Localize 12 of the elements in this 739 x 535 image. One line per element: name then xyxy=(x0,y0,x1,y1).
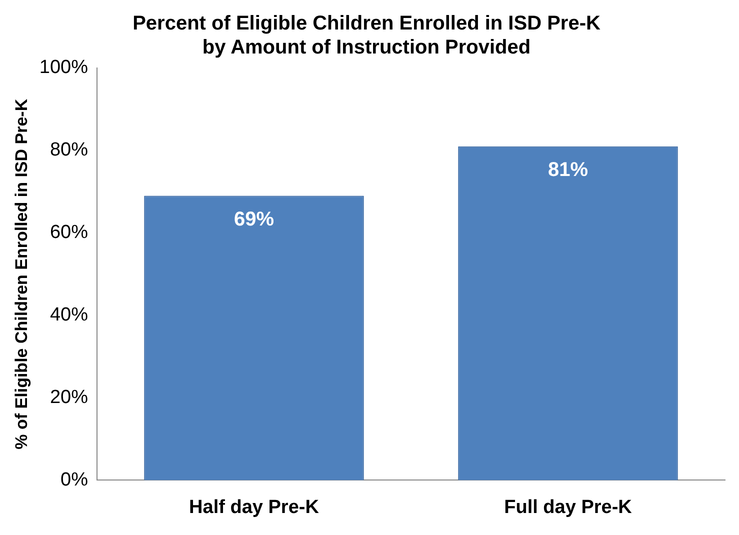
y-tick-label: 100% xyxy=(39,57,88,78)
y-tick-label: 40% xyxy=(50,304,88,326)
data-label: 69% xyxy=(234,208,274,230)
data-label: 81% xyxy=(548,158,588,181)
x-tick-label: Half day Pre-K xyxy=(189,496,320,518)
chart-title: Percent of Eligible Children Enrolled in ISD Pre-K by Amount of Instruction Provided xyxy=(132,12,601,59)
y-tick-label: 0% xyxy=(60,469,88,490)
x-tick-label: Full day Pre-K xyxy=(504,496,632,518)
y-tick-label: 20% xyxy=(50,386,88,408)
y-tick-label: 60% xyxy=(50,222,88,244)
y-axis-title: % of Eligible Children Enrolled in ISD Pre-K xyxy=(12,98,31,450)
y-tick-label: 80% xyxy=(50,140,88,161)
